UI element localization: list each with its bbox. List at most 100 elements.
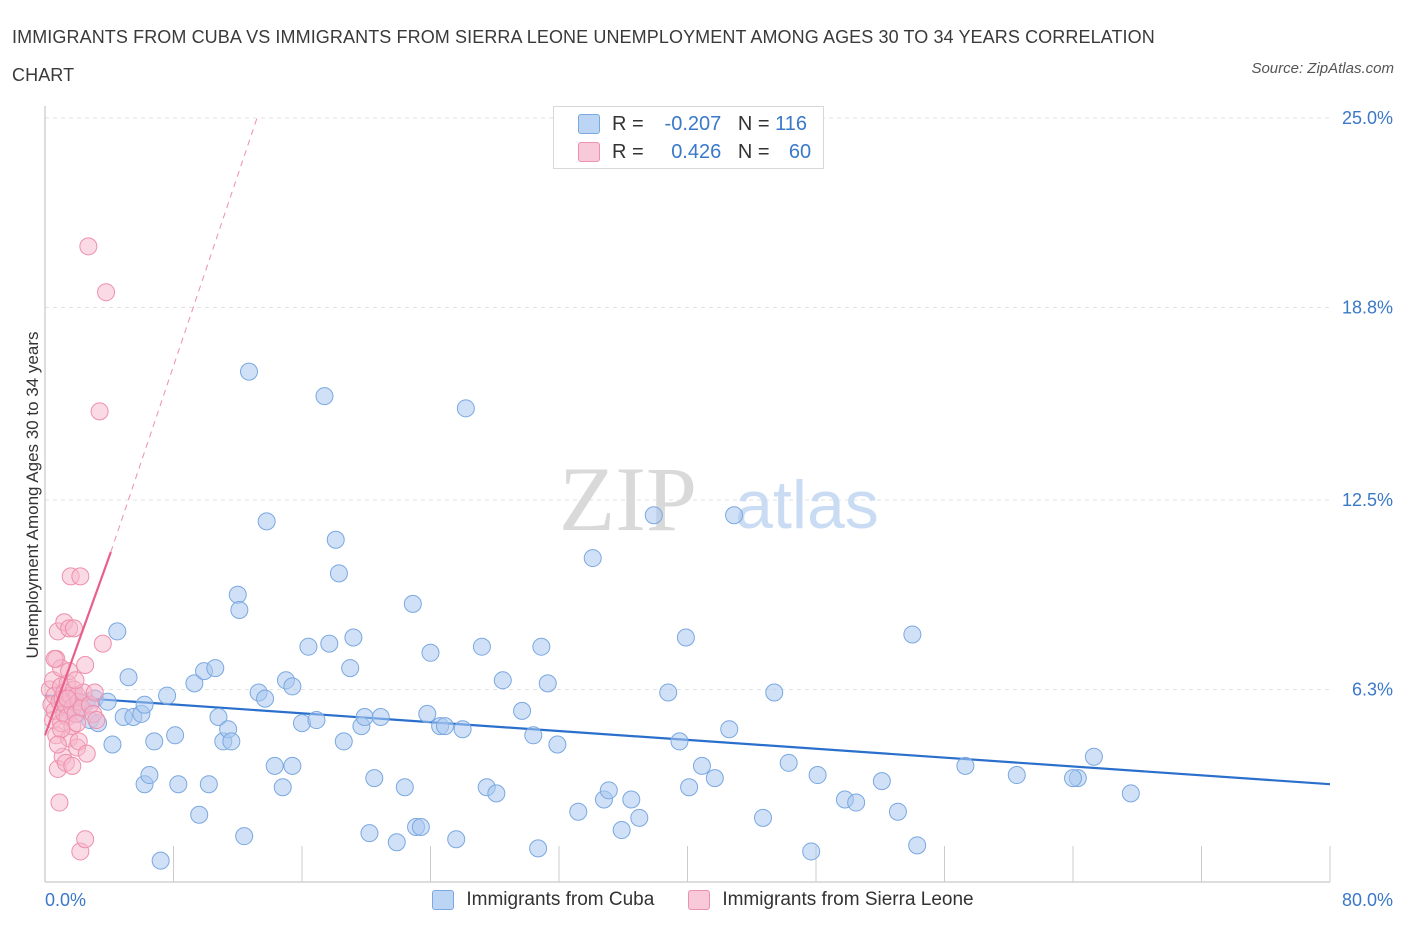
point-cuba (418, 704, 437, 723)
point-cuba (1084, 747, 1103, 766)
point-cuba (283, 677, 302, 696)
point-cuba (365, 769, 384, 788)
trend-line-sierra-leone (43, 551, 112, 736)
point-cuba (1007, 766, 1026, 785)
correlation-legend: R = -0.207 N = 116 R = 0.426 N = 60 (553, 106, 824, 169)
point-cuba (583, 549, 602, 568)
point-cuba (680, 778, 699, 797)
series-legend-sierra-leone[interactable]: Immigrants from Sierra Leone (688, 889, 974, 911)
legend-row-cuba: R = -0.207 N = 116 (578, 113, 807, 135)
point-cuba (355, 707, 374, 726)
point-cuba (98, 692, 117, 711)
point-cuba (108, 622, 127, 641)
series-sierra-leone (40, 237, 116, 861)
point-cuba (802, 842, 821, 861)
point-cuba (344, 628, 363, 647)
point-sierra-leone (87, 711, 106, 730)
point-cuba (235, 827, 254, 846)
point-cuba (145, 732, 164, 751)
point-cuba (644, 506, 663, 525)
point-cuba (320, 634, 339, 653)
point-cuba (371, 707, 390, 726)
point-sierra-leone (93, 634, 112, 653)
point-cuba (103, 735, 122, 754)
point-sierra-leone (85, 683, 104, 702)
point-cuba (676, 628, 695, 647)
point-cuba (513, 701, 532, 720)
series-label-sierra-leone: Immigrants from Sierra Leone (722, 889, 974, 910)
point-cuba (670, 732, 689, 751)
point-cuba (395, 778, 414, 797)
point-cuba (185, 674, 204, 693)
x-tick-min: 0.0% (45, 890, 87, 910)
point-cuba (209, 707, 228, 726)
point-sierra-leone (48, 735, 67, 754)
point-sierra-leone (79, 237, 98, 256)
point-cuba (612, 821, 631, 840)
y-tick-labels: 6.3% 12.5% 18.8% 25.0% (1342, 108, 1393, 699)
point-cuba (228, 585, 247, 604)
point-cuba (808, 766, 827, 785)
point-cuba (903, 625, 922, 644)
point-sierra-leone (50, 793, 69, 812)
legend-n-label: N = (737, 140, 770, 163)
point-cuba (265, 756, 284, 775)
series-legend: Immigrants from Cuba Immigrants from Sie… (0, 889, 1406, 911)
point-cuba (548, 735, 567, 754)
point-cuba (273, 778, 292, 797)
legend-swatch-sierra-leone (578, 142, 600, 162)
point-cuba (239, 362, 258, 381)
legend-swatch-cuba (578, 114, 600, 134)
point-cuba (206, 659, 225, 678)
point-cuba (888, 802, 907, 821)
legend-r-label: R = (612, 112, 644, 135)
point-cuba (529, 839, 548, 858)
point-cuba (315, 387, 334, 406)
point-cuba (421, 643, 440, 662)
point-cuba (169, 775, 188, 794)
point-cuba (659, 683, 678, 702)
point-cuba (472, 637, 491, 656)
point-cuba (456, 399, 475, 418)
point-cuba (493, 671, 512, 690)
series-swatch-cuba (432, 890, 455, 910)
point-cuba (487, 784, 506, 803)
point-cuba (307, 711, 326, 730)
watermark-zip: ZIP (559, 448, 697, 550)
point-cuba (230, 601, 249, 620)
point-cuba (1121, 784, 1140, 803)
legend-n-value-sierra-leone: 60 (788, 140, 812, 163)
point-cuba (435, 717, 454, 736)
y-tick-label: 25.0% (1342, 108, 1393, 128)
point-cuba (847, 793, 866, 812)
point-sierra-leone (64, 619, 83, 638)
y-tick-label: 12.5% (1342, 490, 1393, 510)
point-cuba (329, 564, 348, 583)
point-cuba (524, 726, 543, 745)
point-cuba (257, 512, 276, 531)
point-cuba (199, 775, 218, 794)
point-cuba (360, 824, 379, 843)
point-cuba (447, 830, 466, 849)
point-cuba (453, 720, 472, 739)
point-cuba (630, 808, 649, 827)
point-cuba (190, 805, 209, 824)
source-label: Source: ZipAtlas.com (1251, 60, 1394, 77)
point-cuba (1064, 769, 1082, 788)
point-sierra-leone (76, 830, 95, 849)
series-legend-cuba[interactable]: Immigrants from Cuba (432, 889, 654, 911)
point-cuba (256, 689, 275, 708)
point-cuba (956, 756, 975, 775)
point-cuba (569, 802, 588, 821)
point-cuba (135, 695, 154, 714)
point-cuba (692, 756, 711, 775)
point-cuba (403, 594, 422, 613)
point-sierra-leone (90, 402, 109, 421)
point-cuba (765, 683, 784, 702)
series-label-cuba: Immigrants from Cuba (466, 889, 655, 910)
legend-r-label: R = (612, 140, 644, 163)
legend-r-value-cuba: -0.207 (664, 112, 722, 135)
point-cuba (334, 732, 353, 751)
legend-n-label: N = (737, 112, 770, 135)
point-cuba (872, 772, 891, 791)
